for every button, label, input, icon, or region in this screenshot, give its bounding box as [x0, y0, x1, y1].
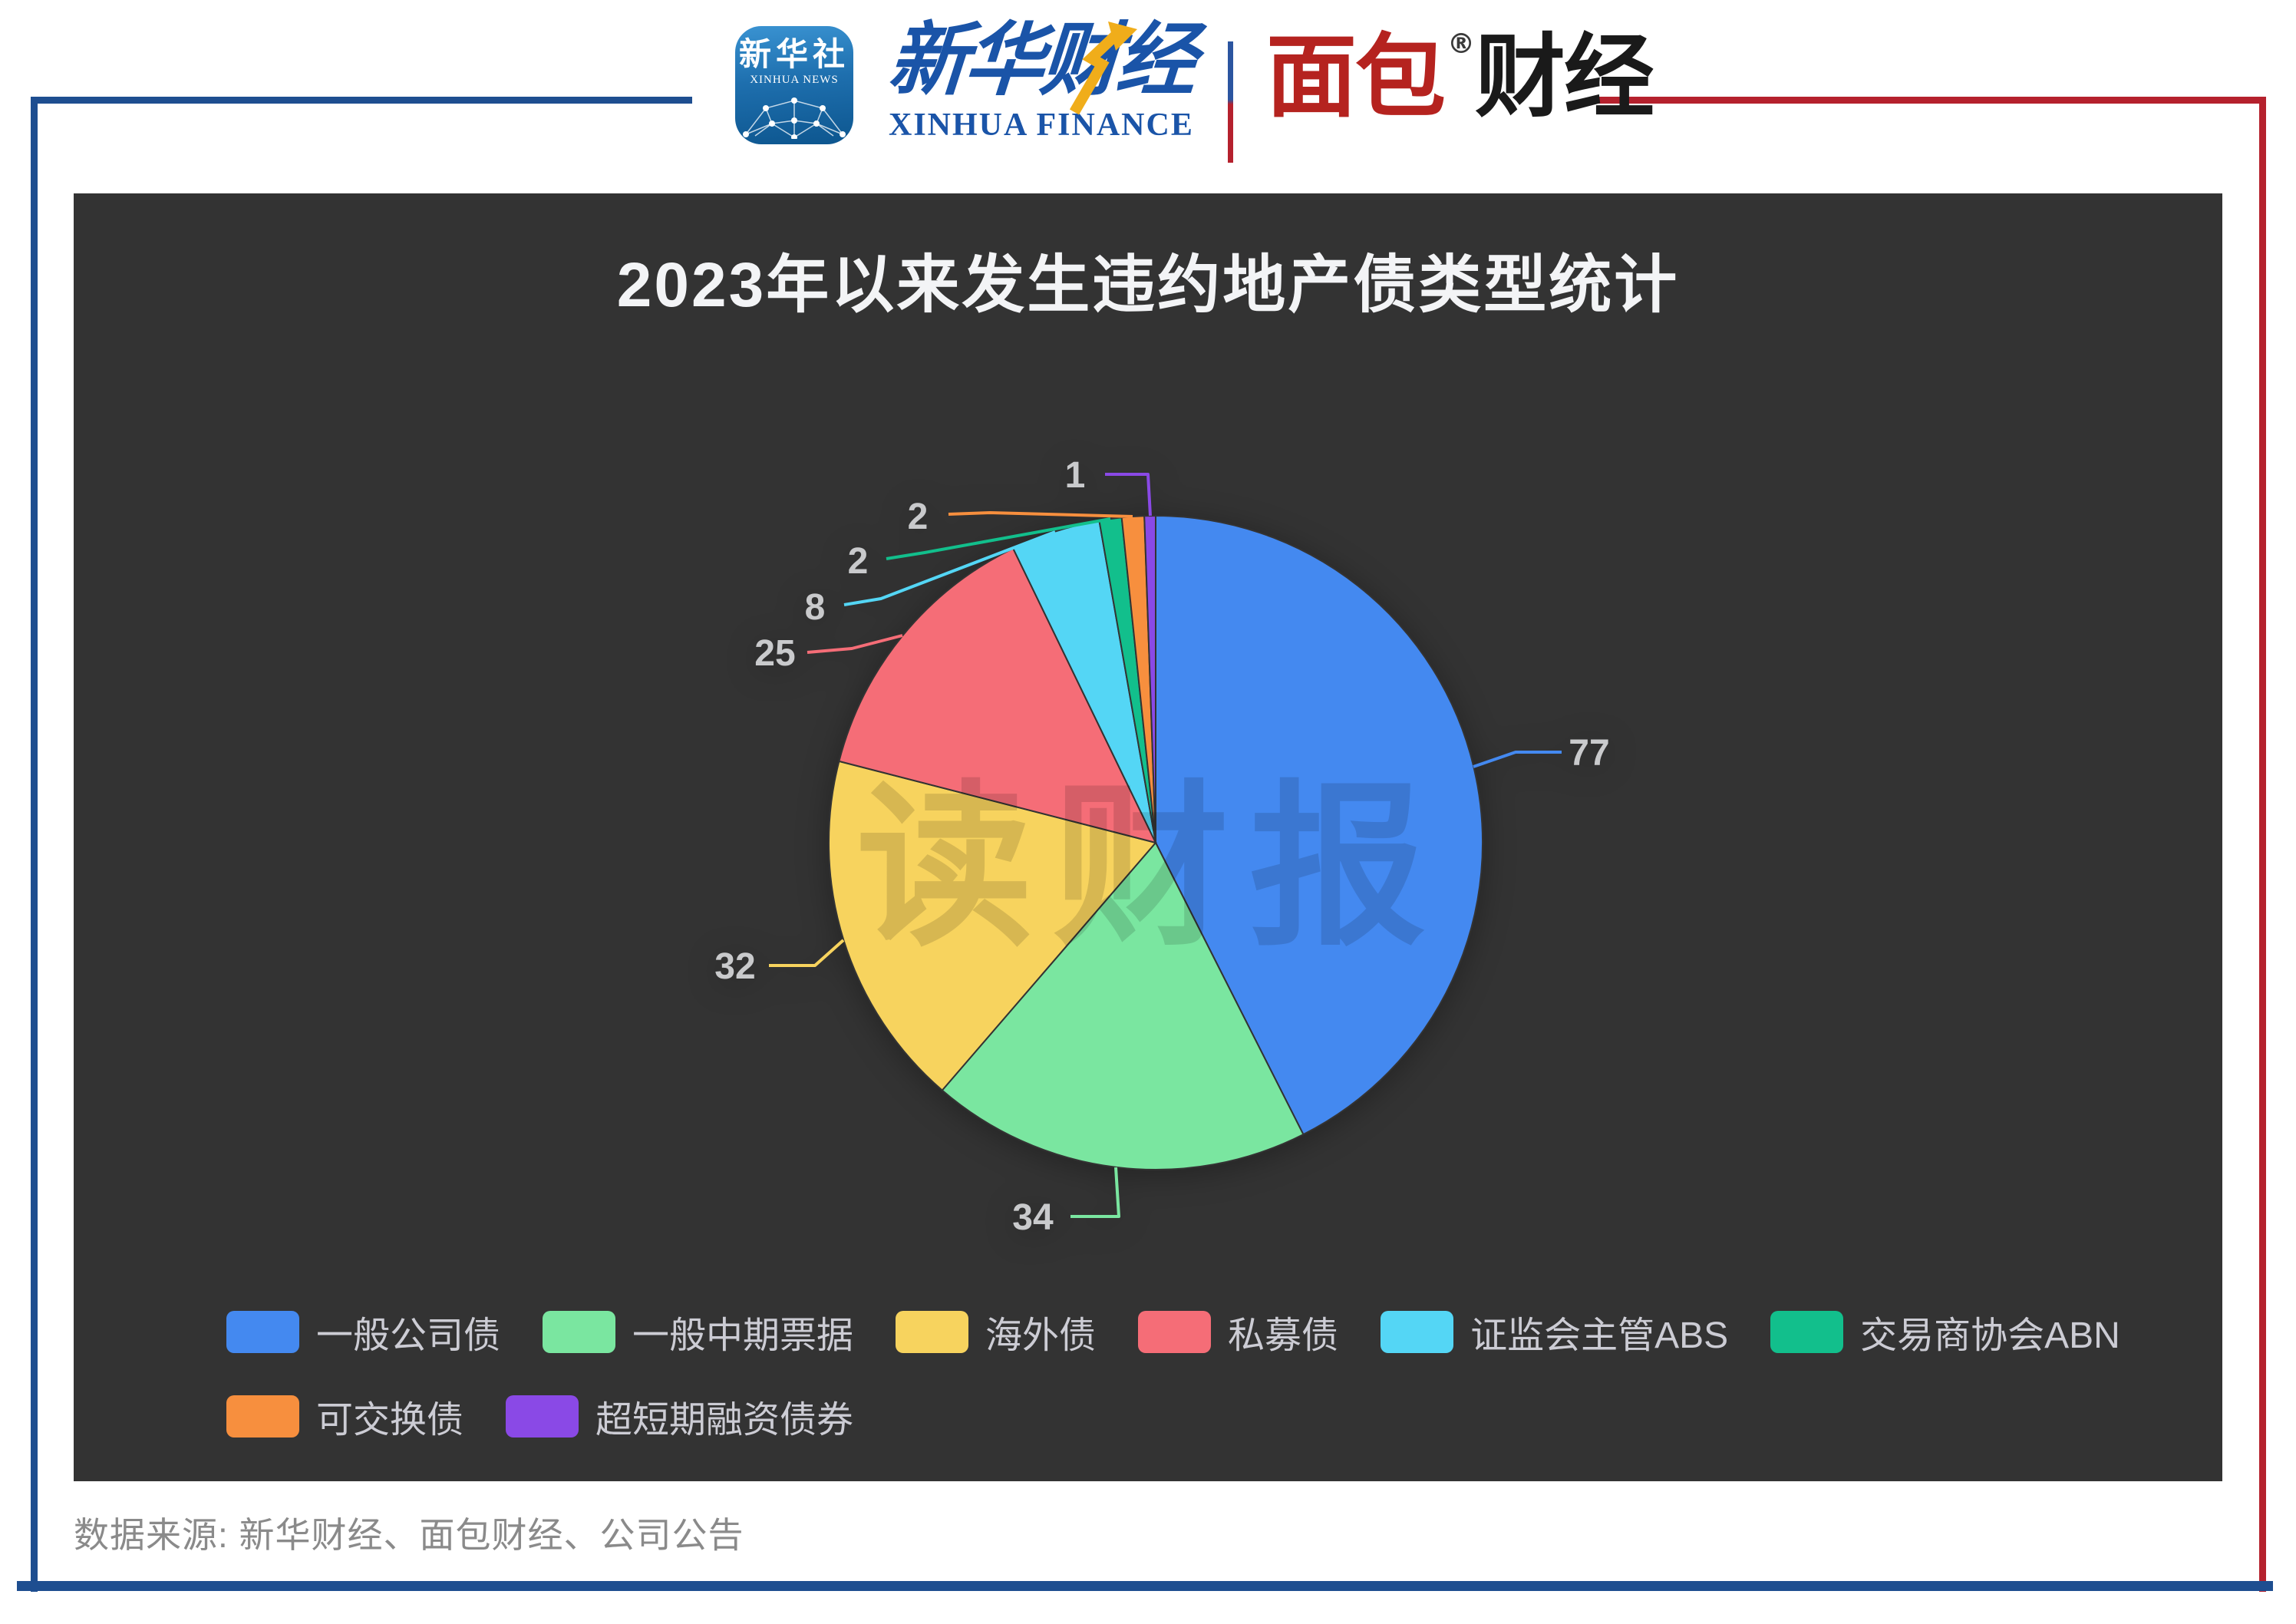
watermark: 读财报: [856, 768, 1447, 966]
pie-slice-1: [941, 841, 1305, 1171]
mianbao-cn-black: 财经: [1475, 24, 1654, 130]
legend-label: 超短期融资债券: [595, 1400, 854, 1441]
legend-label: 海外债: [985, 1315, 1097, 1356]
value-label-2: 32: [714, 946, 755, 987]
frame-right-border: [2259, 97, 2266, 1592]
legend-label: 可交换债: [316, 1400, 464, 1441]
callout-line-3: [807, 634, 903, 654]
callout-line-5: [886, 517, 1111, 560]
legend-item-7: 超短期融资债券: [506, 1389, 853, 1443]
data-source-note: 数据来源: 新华财经、面包财经、公司公告: [74, 1515, 744, 1555]
legend-item-5: 交易商协会ABN: [1770, 1305, 2120, 1358]
frame-top-right-line: [1595, 97, 2266, 104]
legend-swatch-icon: [1770, 1310, 1844, 1353]
legend-item-4: 证监会主管ABS: [1381, 1305, 1728, 1358]
callout-line-0: [1473, 751, 1562, 768]
chart-legend: 一般公司债 一般中期票据 海外债 私募债 证监会主管ABS 交易商协会ABN 可交换债 超短期…: [226, 1305, 2191, 1474]
pie-slice-2: [828, 760, 1157, 1092]
xinhua-news-en-label: XINHUA NEWS: [750, 74, 839, 87]
legend-row: 一般公司债 一般中期票据 海外债 私募债 证监会主管ABS 交易商协会ABN: [226, 1305, 2191, 1358]
legend-swatch-icon: [226, 1395, 299, 1438]
pie-slice-7: [1143, 514, 1156, 843]
callout-line-4: [843, 530, 1056, 606]
registered-trademark-icon: ®: [1447, 28, 1475, 60]
xinhua-finance-cn: 新华财经: [885, 12, 1196, 107]
value-label-5: 2: [848, 541, 869, 582]
value-label-4: 8: [805, 587, 826, 628]
callout-line-6: [948, 511, 1133, 518]
callout-line-7: [1105, 473, 1152, 517]
header-divider: [1228, 41, 1233, 163]
legend-row: 可交换债 超短期融资债券: [226, 1389, 2191, 1443]
value-label-6: 2: [908, 497, 929, 537]
legend-swatch-icon: [1381, 1310, 1454, 1353]
value-label-7: 1: [1065, 455, 1086, 496]
legend-item-6: 可交换债: [226, 1389, 463, 1443]
legend-item-1: 一般中期票据: [543, 1305, 853, 1358]
legend-label: 私募债: [1228, 1315, 1339, 1356]
legend-item-3: 私募债: [1138, 1305, 1338, 1358]
xinhua-news-app-icon: 新华社 XINHUA NEWS: [735, 26, 853, 144]
callout-line-1: [1070, 1167, 1120, 1218]
chart-panel: 2023年以来发生违约地产债类型统计 77 34 32 25 8 2 2 1 读财报 一般公司…: [74, 193, 2222, 1481]
frame-top-left-line: [31, 97, 692, 104]
xinhua-finance-en: XINHUA FINANCE: [889, 107, 1194, 144]
legend-swatch-icon: [1138, 1310, 1212, 1353]
legend-label: 证监会主管ABS: [1470, 1315, 1729, 1356]
legend-swatch-icon: [226, 1310, 299, 1353]
frame-bottom-bar: [17, 1581, 2273, 1591]
legend-label: 交易商协会ABN: [1860, 1315, 2120, 1356]
chart-title: 2023年以来发生违约地产债类型统计: [616, 250, 1680, 320]
mianbao-cn-red: 面包: [1266, 24, 1446, 130]
value-label-1: 34: [1012, 1197, 1054, 1238]
legend-item-2: 海外债: [896, 1305, 1096, 1358]
xinhua-news-cn-label: 新华社: [738, 35, 849, 73]
legend-swatch-icon: [896, 1310, 969, 1353]
legend-label: 一般中期票据: [632, 1315, 854, 1356]
network-globe-icon: [743, 97, 846, 140]
callout-line-2: [769, 939, 845, 967]
pie-slice-3: [838, 547, 1157, 844]
legend-label: 一般公司债: [316, 1315, 501, 1356]
value-label-3: 25: [754, 633, 795, 674]
mianbao-finance-logo: 面包 ® 财经: [1266, 24, 1654, 130]
legend-item-0: 一般公司债: [226, 1305, 500, 1358]
frame-left-border: [31, 97, 38, 1592]
xinhua-finance-logo: 新华财经 XINHUA FINANCE: [886, 8, 1196, 144]
legend-swatch-icon: [543, 1310, 616, 1353]
value-label-0: 77: [1569, 733, 1609, 774]
legend-swatch-icon: [506, 1395, 579, 1438]
